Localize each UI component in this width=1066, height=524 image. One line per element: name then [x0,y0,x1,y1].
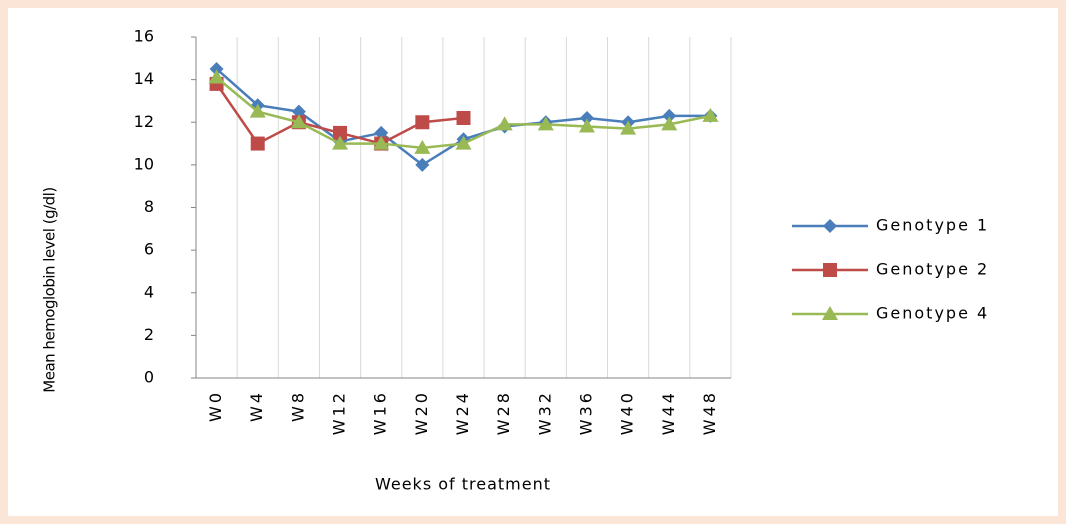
marker [822,306,838,320]
marker [496,116,513,131]
marker [578,118,595,133]
marker [249,103,266,118]
y-tick-label: 14 [134,69,154,88]
marker [332,135,349,150]
marker [537,116,554,131]
marker [333,125,348,140]
marker [702,107,719,122]
marker [250,136,265,151]
y-tick-label: 8 [144,197,154,216]
x-tick-label: W12 [330,390,349,435]
y-axis-title: Mean hemoglobin level (g/dl) [41,187,59,392]
marker [415,115,430,130]
marker [661,116,678,131]
x-tick-label: W20 [412,390,431,435]
marker [620,120,637,135]
y-tick-label: 12 [134,112,154,131]
marker [373,135,390,150]
marker [291,104,306,119]
x-tick-label: W36 [576,390,595,435]
marker [455,135,472,150]
x-tick-label: W24 [453,390,472,435]
marker [415,157,430,172]
marker [208,69,225,84]
marker [662,108,677,123]
marker [823,263,837,277]
x-tick-label: W32 [535,390,554,435]
marker [456,110,471,125]
y-tick-label: 10 [134,154,154,173]
marker [290,114,307,129]
x-tick-label: W40 [618,390,637,435]
x-tick-label: W8 [288,390,307,422]
marker [209,61,224,76]
marker [579,110,594,125]
y-tick-label: 6 [144,240,154,259]
y-tick-label: 16 [134,27,154,46]
x-axis-title: Weeks of treatment [375,475,551,494]
legend-label: Genotype 2 [876,260,989,279]
marker [374,125,389,140]
x-tick-label: W48 [700,390,719,435]
x-tick-label: W44 [659,390,678,435]
chart-panel [8,8,1058,516]
y-tick-label: 4 [144,282,154,301]
y-tick-label: 0 [144,368,154,387]
y-tick-label: 2 [144,325,154,344]
legend-label: Genotype 1 [876,216,989,235]
x-tick-label: W28 [494,390,513,435]
legend-label: Genotype 4 [876,304,989,323]
x-tick-label: W16 [371,390,390,435]
x-tick-label: W4 [247,390,266,422]
marker [823,219,837,233]
marker [414,139,431,154]
x-tick-label: W0 [206,390,225,422]
